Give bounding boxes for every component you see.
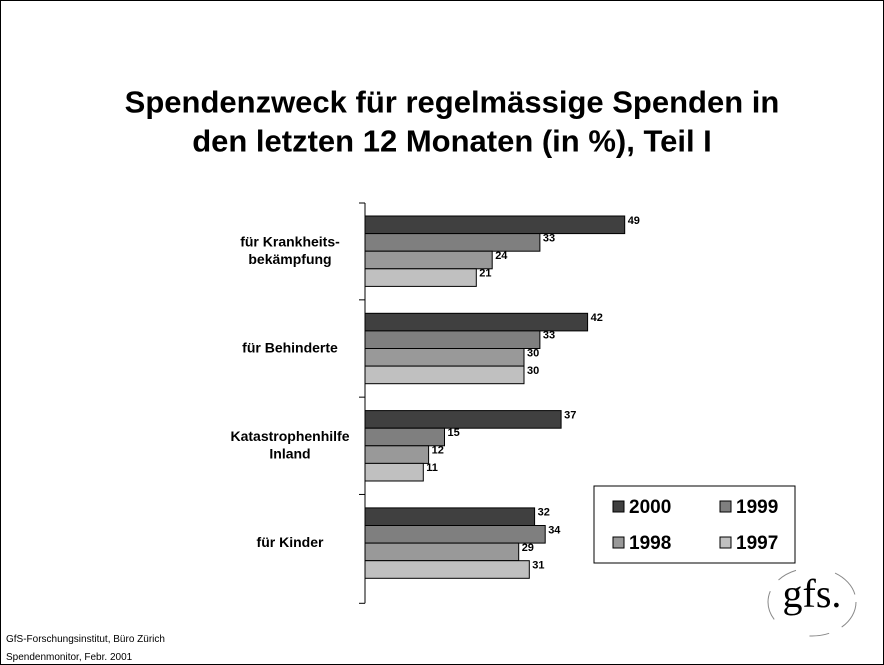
value-label: 33 <box>543 232 555 244</box>
bar <box>364 330 541 349</box>
category-label: Katastrophenhilfe Inland <box>230 428 349 462</box>
chart-title: Spendenzweck für regelmässige Spenden in… <box>125 85 780 159</box>
legend-label: 1998 <box>629 533 671 554</box>
value-label: 32 <box>538 507 550 519</box>
logo: gfs. <box>783 571 842 616</box>
category-label: für Behinderte <box>242 339 338 355</box>
bar <box>364 215 626 235</box>
legend-swatch <box>719 500 732 513</box>
bar <box>364 365 525 385</box>
value-label: 11 <box>426 462 438 474</box>
value-label: 37 <box>564 409 576 421</box>
value-label: 42 <box>591 312 603 324</box>
bar <box>364 250 493 270</box>
legend-label: 1999 <box>736 497 778 518</box>
logo-ring <box>767 567 857 637</box>
bar <box>364 445 430 464</box>
value-label: 29 <box>522 542 534 554</box>
bar <box>364 233 541 252</box>
footer-line: Spendenmonitor, Febr. 2001 <box>6 652 133 663</box>
legend-swatch <box>612 500 625 513</box>
category-label: für Krankheits-bekämpfung <box>240 233 340 267</box>
value-label: 12 <box>432 445 444 457</box>
legend-swatch <box>612 536 625 549</box>
value-label: 15 <box>448 427 460 439</box>
value-label: 31 <box>532 559 544 571</box>
legend-label: 2000 <box>629 497 671 518</box>
category-label: für Kinder <box>257 534 324 550</box>
bar <box>364 560 530 579</box>
bar <box>364 410 562 429</box>
value-label: 34 <box>548 524 561 536</box>
bar <box>364 525 546 544</box>
value-label: 30 <box>527 365 539 377</box>
bar <box>364 507 536 526</box>
bar <box>364 348 525 367</box>
bar <box>364 462 424 482</box>
legend-box <box>593 485 796 564</box>
value-label: 30 <box>527 347 539 359</box>
bar <box>364 268 477 287</box>
legend-swatch <box>719 536 732 549</box>
bar <box>364 312 589 332</box>
value-label: 33 <box>543 330 555 342</box>
value-label: 21 <box>479 268 491 280</box>
footer-line: GfS-Forschungsinstitut, Büro Zürich <box>6 634 165 645</box>
bar <box>364 542 520 562</box>
value-label: 24 <box>495 250 508 262</box>
value-label: 49 <box>628 215 640 227</box>
legend-label: 1997 <box>736 533 778 554</box>
bar <box>364 427 445 447</box>
